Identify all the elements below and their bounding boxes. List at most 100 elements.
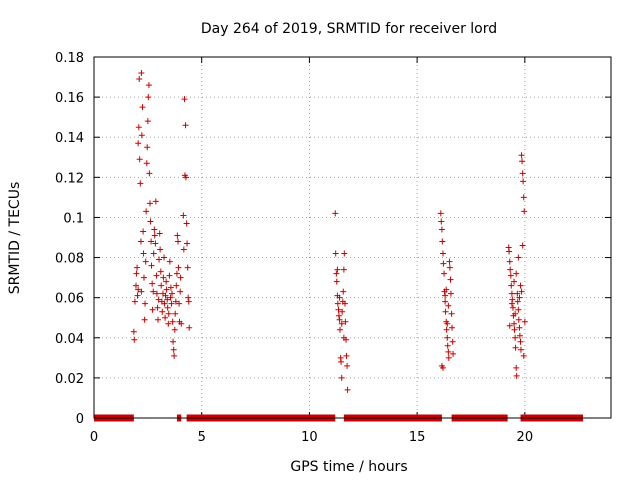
data-point xyxy=(158,282,165,289)
data-point xyxy=(134,264,141,271)
data-point xyxy=(156,230,163,237)
data-point xyxy=(185,294,192,301)
data-point xyxy=(515,316,522,323)
data-point xyxy=(141,316,148,323)
data-point xyxy=(516,332,523,339)
data-point xyxy=(157,268,164,275)
x-axis-label: GPS time / hours xyxy=(290,459,407,475)
data-point xyxy=(520,194,527,201)
data-point xyxy=(445,302,452,309)
data-point xyxy=(160,274,167,281)
data-point xyxy=(445,348,452,355)
data-point xyxy=(136,76,143,83)
data-point xyxy=(334,266,341,273)
data-point xyxy=(133,282,140,289)
data-point xyxy=(517,346,524,353)
x-tick-label: 5 xyxy=(198,430,206,445)
data-point xyxy=(182,122,189,129)
data-point xyxy=(171,352,178,359)
data-point xyxy=(159,308,166,315)
data-point xyxy=(519,170,526,177)
data-point xyxy=(163,278,170,285)
data-point xyxy=(440,260,447,267)
data-point xyxy=(341,300,348,307)
data-point xyxy=(186,324,193,331)
chart-title: Day 264 of 2019, SRMTID for receiver lor… xyxy=(201,21,497,37)
data-point xyxy=(148,238,155,245)
data-point xyxy=(520,352,527,359)
data-point xyxy=(185,298,192,305)
data-point xyxy=(157,246,164,253)
data-point xyxy=(343,352,350,359)
data-point xyxy=(131,298,138,305)
data-point xyxy=(177,288,184,295)
data-point xyxy=(344,386,351,393)
data-point xyxy=(144,144,151,151)
data-point xyxy=(173,282,180,289)
data-point xyxy=(521,318,528,325)
data-point xyxy=(437,210,444,217)
data-point xyxy=(446,264,453,271)
data-point xyxy=(162,314,169,321)
data-point xyxy=(182,174,189,181)
data-point xyxy=(512,344,519,351)
data-points xyxy=(130,70,528,393)
data-point xyxy=(172,310,179,317)
data-point xyxy=(176,300,183,307)
data-point xyxy=(332,210,339,217)
data-point xyxy=(337,326,344,333)
data-point xyxy=(164,304,171,311)
y-axis-label: SRMTID / TECUs xyxy=(7,182,23,295)
data-point xyxy=(338,374,345,381)
data-point xyxy=(170,346,177,353)
data-point xyxy=(516,324,523,331)
data-point xyxy=(509,304,516,311)
data-point xyxy=(150,250,157,257)
data-point xyxy=(511,278,518,285)
data-point xyxy=(161,254,168,261)
data-point xyxy=(163,286,170,293)
data-point xyxy=(139,104,146,111)
data-point xyxy=(339,308,346,315)
data-point xyxy=(169,318,176,325)
data-point xyxy=(341,250,348,257)
data-point xyxy=(449,324,456,331)
data-point xyxy=(151,232,158,239)
data-point xyxy=(335,306,342,313)
data-point xyxy=(508,290,515,297)
data-point xyxy=(340,334,347,341)
data-point xyxy=(164,296,171,303)
data-point xyxy=(442,292,449,299)
data-point xyxy=(448,310,455,317)
data-point xyxy=(446,258,453,265)
data-point xyxy=(167,284,174,291)
data-point xyxy=(149,306,156,313)
y-tick-label: 0.04 xyxy=(55,332,84,347)
data-point xyxy=(338,358,345,365)
data-point xyxy=(508,300,515,307)
data-point xyxy=(144,118,151,125)
data-point xyxy=(520,178,527,185)
y-tick-label: 0.12 xyxy=(55,171,84,186)
data-point xyxy=(131,336,138,343)
data-point xyxy=(147,200,154,207)
data-point xyxy=(511,320,518,327)
y-tick-label: 0.06 xyxy=(55,292,84,307)
plot-border xyxy=(93,56,612,419)
data-point xyxy=(167,294,174,301)
y-tick-label: 0.18 xyxy=(55,51,84,66)
data-point xyxy=(184,240,191,247)
y-tick-label: 0.16 xyxy=(55,91,84,106)
data-point xyxy=(183,220,190,227)
data-point xyxy=(443,286,450,293)
y-tick-label: 0.14 xyxy=(55,131,84,146)
x-tick-label: 0 xyxy=(90,430,98,445)
data-point xyxy=(180,246,187,253)
x-tick-label: 10 xyxy=(301,430,318,445)
data-point xyxy=(166,272,173,279)
data-point xyxy=(149,280,156,287)
data-point xyxy=(173,270,180,277)
data-point xyxy=(133,270,140,277)
data-point xyxy=(521,208,528,215)
